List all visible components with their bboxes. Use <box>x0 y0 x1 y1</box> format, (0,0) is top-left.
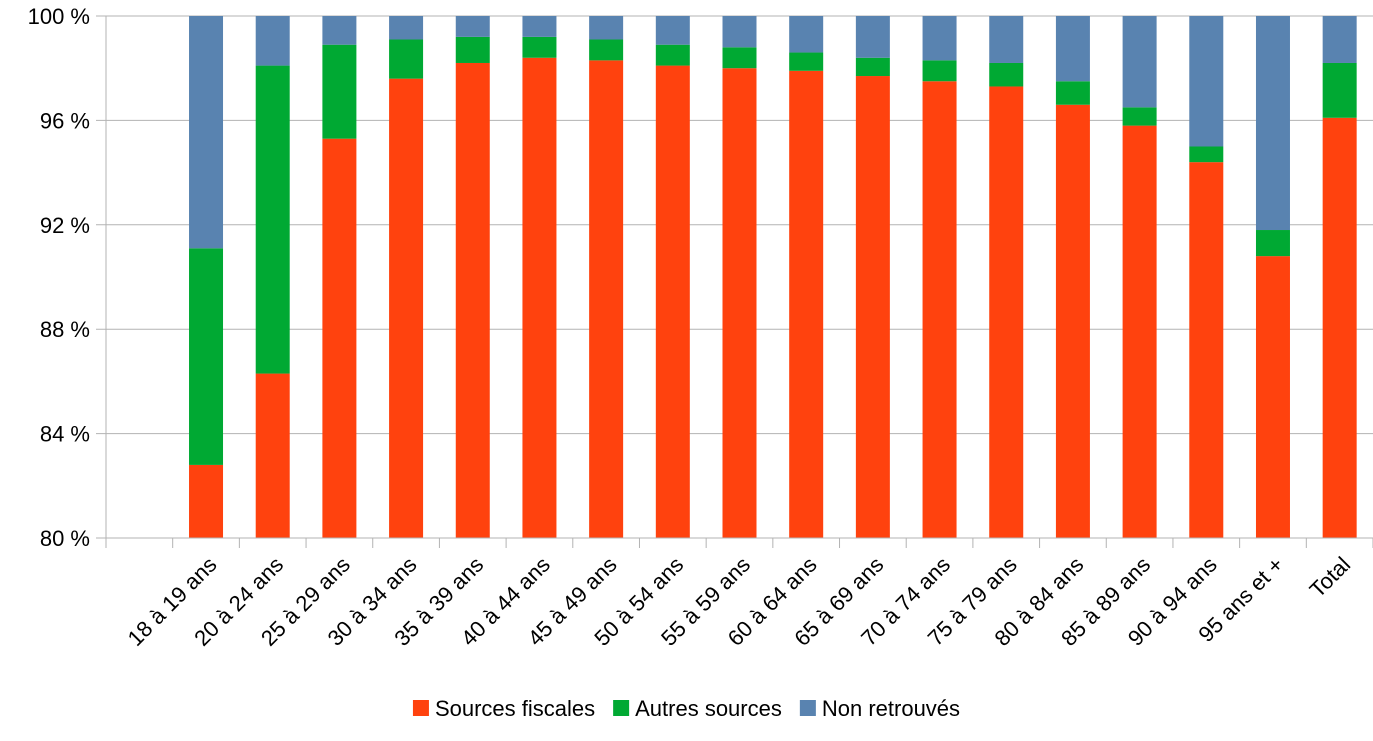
bar-sources-fiscales-10 <box>855 76 890 538</box>
bar-autres-sources-8 <box>722 47 757 69</box>
bar-non-retrouv-s-4 <box>455 16 490 37</box>
bar-sources-fiscales-5 <box>522 57 557 538</box>
bar-non-retrouv-s-16 <box>1255 16 1290 231</box>
bar-non-retrouv-s-12 <box>989 16 1024 63</box>
bar-sources-fiscales-2 <box>322 138 357 539</box>
bar-sources-fiscales-16 <box>1255 256 1290 538</box>
bar-sources-fiscales-6 <box>589 60 624 539</box>
bar-autres-sources-17 <box>1322 62 1357 118</box>
bar-autres-sources-4 <box>455 36 490 63</box>
bar-sources-fiscales-1 <box>255 373 290 538</box>
bar-non-retrouv-s-15 <box>1189 16 1224 147</box>
bar-autres-sources-3 <box>389 39 424 79</box>
bar-sources-fiscales-3 <box>389 78 424 538</box>
y-tick-label: 96 % <box>40 108 90 133</box>
bar-non-retrouv-s-5 <box>522 16 557 37</box>
bar-autres-sources-9 <box>789 52 824 71</box>
bar-autres-sources-11 <box>922 60 957 82</box>
bar-autres-sources-13 <box>1055 81 1090 105</box>
bar-non-retrouv-s-7 <box>655 16 690 45</box>
bar-sources-fiscales-4 <box>455 62 490 538</box>
bar-sources-fiscales-15 <box>1189 162 1224 538</box>
bar-sources-fiscales-8 <box>722 68 757 538</box>
bar-non-retrouv-s-9 <box>789 16 824 53</box>
bar-non-retrouv-s-10 <box>855 16 890 58</box>
bar-autres-sources-0 <box>189 248 224 465</box>
bar-non-retrouv-s-17 <box>1322 16 1357 63</box>
bar-non-retrouv-s-8 <box>722 16 757 48</box>
axes <box>96 16 1373 548</box>
legend-label: Autres sources <box>635 696 782 721</box>
bar-autres-sources-2 <box>322 44 357 139</box>
bar-autres-sources-1 <box>255 65 290 374</box>
bar-autres-sources-15 <box>1189 146 1224 163</box>
x-tick-label: Total <box>1305 552 1356 603</box>
legend-swatch <box>412 700 429 716</box>
bar-autres-sources-10 <box>855 57 890 77</box>
bar-sources-fiscales-17 <box>1322 117 1357 538</box>
bar-non-retrouv-s-2 <box>322 16 357 45</box>
bar-sources-fiscales-0 <box>189 464 224 538</box>
y-tick-label: 84 % <box>40 422 90 447</box>
bar-sources-fiscales-12 <box>989 86 1024 538</box>
bars <box>189 16 1357 539</box>
legend-swatch <box>799 700 816 716</box>
bar-non-retrouv-s-0 <box>189 16 224 249</box>
bar-autres-sources-6 <box>589 39 624 61</box>
y-tick-label: 100 % <box>28 4 90 29</box>
bar-non-retrouv-s-6 <box>589 16 624 40</box>
y-tick-label: 88 % <box>40 317 90 342</box>
bar-sources-fiscales-11 <box>922 81 957 538</box>
bar-non-retrouv-s-14 <box>1122 16 1157 108</box>
bar-autres-sources-12 <box>989 62 1024 87</box>
bar-non-retrouv-s-11 <box>922 16 957 61</box>
bar-autres-sources-14 <box>1122 107 1157 126</box>
bar-sources-fiscales-13 <box>1055 104 1090 539</box>
bar-autres-sources-5 <box>522 36 557 58</box>
bar-autres-sources-7 <box>655 44 690 66</box>
bar-non-retrouv-s-1 <box>255 16 290 66</box>
bar-sources-fiscales-9 <box>789 70 824 538</box>
legend-swatch <box>613 700 630 716</box>
legend: Sources fiscales Autres sources Non retrou… <box>412 696 960 721</box>
y-tick-label: 80 % <box>40 526 90 551</box>
bar-sources-fiscales-7 <box>655 65 690 538</box>
bar-non-retrouv-s-13 <box>1055 16 1090 82</box>
legend-label: Sources fiscales <box>435 696 595 721</box>
y-tick-label: 92 % <box>40 213 90 238</box>
bar-non-retrouv-s-3 <box>389 16 424 40</box>
bar-autres-sources-16 <box>1255 230 1290 257</box>
bar-sources-fiscales-14 <box>1122 125 1157 539</box>
legend-label: Non retrouvés <box>822 696 960 721</box>
